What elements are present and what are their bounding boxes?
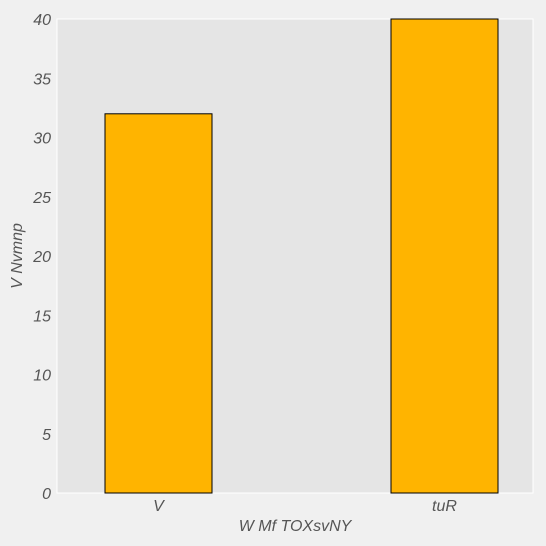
bar-tuR	[391, 19, 498, 493]
y-tick-label: 25	[32, 190, 51, 207]
y-tick-label: 30	[33, 131, 51, 148]
x-tick-label: V	[153, 498, 165, 515]
y-tick-label: 0	[42, 486, 51, 503]
y-axis-title: V Nvmnp	[9, 223, 26, 289]
bar-V	[105, 114, 212, 493]
y-tick-labels: 0 5 10 15 20 25 30 35 40	[32, 12, 51, 503]
y-tick-label: 40	[33, 12, 51, 29]
y-tick-label: 10	[33, 368, 51, 385]
x-tick-label: tuR	[432, 498, 457, 515]
y-tick-label: 35	[33, 71, 51, 88]
y-tick-label: 20	[32, 249, 51, 266]
y-tick-label: 5	[42, 427, 51, 444]
x-axis-title: W Mf TOXsvNY	[239, 518, 353, 535]
y-tick-label: 15	[33, 308, 51, 325]
